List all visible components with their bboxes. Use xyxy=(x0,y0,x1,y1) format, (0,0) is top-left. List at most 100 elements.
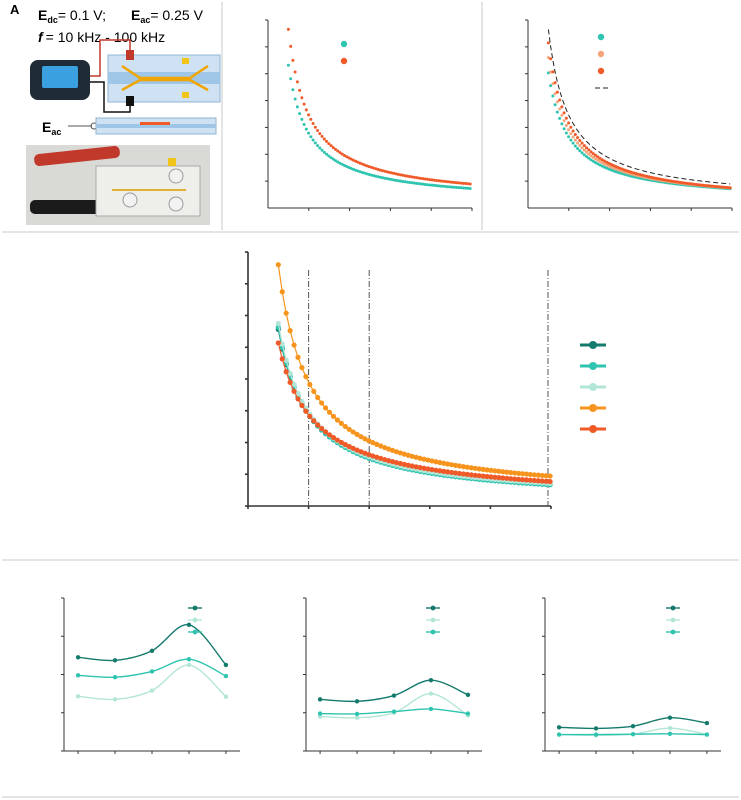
data-point-72h-d xyxy=(350,429,356,435)
data-point-caco-2-96-h-c xyxy=(596,162,600,166)
data-point-96h-d xyxy=(362,450,368,456)
data-point-96h-d xyxy=(291,388,297,394)
data-point-96h-d xyxy=(342,441,348,448)
data-point-caco-2-4-h-b xyxy=(349,166,353,170)
data-point-blank-b xyxy=(414,176,418,180)
data-point-blank-b xyxy=(459,181,463,185)
data-point-caco-2-96-h-c xyxy=(573,144,577,148)
eac-probe-label: Eac xyxy=(42,119,61,137)
data-point-h-o-60-min-c xyxy=(692,182,696,186)
data-point-blank-b xyxy=(441,179,445,183)
legend-marker-96h xyxy=(589,425,597,433)
data-point-96h-d xyxy=(425,466,431,472)
data-point-caco-2-96-h-c xyxy=(594,161,598,165)
pad-top-right xyxy=(182,58,189,64)
data-point-caco-2-4-h-b xyxy=(313,141,317,145)
data-point-h-o-60-min-c xyxy=(636,172,640,176)
data-point-72h-d xyxy=(492,468,498,474)
data-point-caco-2-4-h-b xyxy=(403,180,407,184)
data-point-72h-d xyxy=(322,405,329,411)
data-point-72h-d xyxy=(500,469,506,475)
photo-pad xyxy=(168,158,176,166)
data-point-72h-d xyxy=(460,464,467,470)
data-point-blank-b xyxy=(423,177,427,181)
data-point-blank-b xyxy=(351,158,355,162)
data-point-96h-d xyxy=(283,369,289,375)
data-point-96h-d xyxy=(449,469,455,476)
data-point-72h-d xyxy=(445,461,451,467)
data-point-caco-2-4-h-b xyxy=(390,178,394,182)
data-point-72h-d xyxy=(535,472,541,478)
data-point-caco-2-4-h-b xyxy=(430,183,434,187)
data-point-h-o-60-min-c xyxy=(643,174,647,178)
data-point-blank-b xyxy=(291,58,295,62)
data-point-96h-d xyxy=(543,478,549,484)
data-point-blank-b xyxy=(329,144,333,148)
data-point-h-o-60-min-c xyxy=(659,177,663,181)
data-point-h-o-60-min-c xyxy=(607,161,611,165)
data-point-blank-b xyxy=(450,180,454,184)
legend-marker-72h xyxy=(589,404,597,412)
data-point-72h-d xyxy=(437,459,443,466)
data-point-h-o-15-min-c xyxy=(609,165,613,169)
data-point-blank-b xyxy=(426,177,430,181)
photo-port-3 xyxy=(122,192,138,208)
data-point-96h-d xyxy=(287,379,293,385)
data-point-h-o-60-min-c xyxy=(699,183,703,187)
data-point-96h-d xyxy=(295,396,301,402)
data-point-96h-d xyxy=(279,356,285,362)
data-point-72h-d xyxy=(393,449,400,455)
data-point-96h-d xyxy=(370,453,376,459)
data-point-blank-b xyxy=(412,175,416,179)
data-point-z-im-e xyxy=(186,657,192,662)
data-point-blank-b xyxy=(347,156,351,160)
data-point-blank-b xyxy=(345,155,349,159)
data-point-h-o-15-min-c xyxy=(564,123,568,127)
data-point-72h-d xyxy=(299,365,305,371)
data-point-caco-2-4-h-b xyxy=(295,105,299,109)
data-point-h-o-60-min-c xyxy=(562,111,566,115)
data-point-96h-d xyxy=(480,473,486,479)
data-point-caco-2-4-h-b xyxy=(443,184,447,188)
data-point-h-o-15-min-c xyxy=(546,56,550,60)
data-point-96h-d xyxy=(547,478,553,485)
data-point-blank-b xyxy=(378,168,382,172)
data-point-h-o-60-min-c xyxy=(683,181,687,185)
data-point-72h-d xyxy=(409,453,415,459)
data-point-96h-d xyxy=(515,476,522,482)
data-point-caco-2-4-h-b xyxy=(441,184,445,188)
data-point-caco-2-96-h-c xyxy=(569,138,573,142)
data-point-z-re-f xyxy=(354,715,360,720)
series-line-72h-d xyxy=(277,264,551,477)
data-point-h-o-60-min-c xyxy=(681,181,685,185)
data-point-96h-d xyxy=(484,473,490,480)
data-point-96h-d xyxy=(358,449,364,455)
data-point-72h-d xyxy=(358,434,364,440)
data-point-h-o-60-min-c xyxy=(670,179,674,183)
data-point-z-im-e xyxy=(112,674,118,680)
data-point-caco-2-4-h-b xyxy=(385,177,389,181)
data-point-72h-d xyxy=(468,465,474,471)
data-point-h-o-15-min-c xyxy=(587,152,591,156)
data-point-72h-d xyxy=(370,440,376,446)
data-point-blank-b xyxy=(322,137,326,141)
data-point-blank-b xyxy=(419,176,423,180)
data-point-caco-2-4-h-b xyxy=(325,152,329,156)
data-point-caco-2-4-h-b xyxy=(345,165,349,169)
data-point-72h-d xyxy=(405,452,411,458)
data-point-h-o-60-min-c xyxy=(715,185,719,189)
data-point-caco-2-4-h-b xyxy=(320,148,324,152)
data-point-96h-d xyxy=(326,432,333,438)
data-point-h-o-60-min-c xyxy=(582,144,586,148)
data-point-blank-b xyxy=(452,180,456,184)
data-point-h-o-15-min-c xyxy=(571,135,575,139)
data-point-h-o-60-min-c xyxy=(672,179,676,183)
data-point-72h-d xyxy=(539,472,545,479)
data-point-blank-b xyxy=(293,70,297,74)
data-point-blank-b xyxy=(298,88,302,92)
data-point-caco-2-4-h-b xyxy=(455,185,459,189)
photo-red-clip xyxy=(34,146,120,166)
data-point-z-im-g xyxy=(556,732,562,737)
data-point-96h-d xyxy=(413,464,419,470)
